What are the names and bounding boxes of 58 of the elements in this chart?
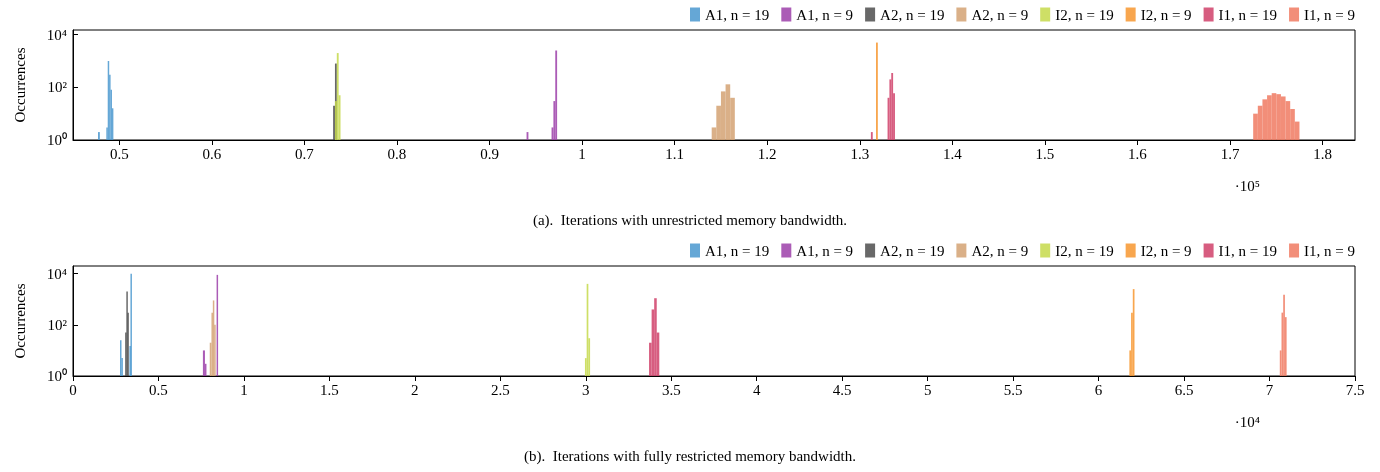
y-axis-title: Occurrences [11, 283, 28, 359]
x-tick-label: 1.7 [1220, 145, 1240, 162]
x-tick-label: 1.3 [850, 145, 870, 162]
legend-label: I2, n = 9 [1140, 6, 1192, 23]
legend-label: A2, n = 9 [971, 6, 1029, 23]
y-tick-label: 10² [47, 316, 68, 333]
y-tick-label: 10⁰ [47, 368, 67, 384]
x-tick-label: 3.5 [661, 381, 681, 398]
x-tick-label: 1.5 [320, 381, 339, 398]
x-tick-label: 0.8 [387, 145, 407, 162]
legend-label: I1, n = 9 [1304, 242, 1356, 259]
legend-label: A2, n = 9 [971, 242, 1029, 259]
legend-label: A2, n = 19 [880, 242, 945, 259]
x-tick-label: 4 [752, 381, 761, 398]
x-tick-label: 5.5 [1003, 381, 1023, 398]
legend-label: A1, n = 19 [705, 6, 770, 23]
x-tick-label: 6.5 [1174, 381, 1194, 398]
legend-label: I2, n = 19 [1055, 6, 1114, 23]
x-tick-label: 0.5 [109, 145, 129, 162]
legend-label: A2, n = 19 [880, 6, 945, 23]
text: ·10⁴ [1234, 413, 1261, 430]
legend-label: A1, n = 9 [796, 242, 854, 259]
x-tick-label: 1 [578, 145, 586, 162]
y-axis-title: Occurrences [11, 47, 28, 123]
x-tick-label: 7.5 [1345, 381, 1365, 398]
x-tick-label: 0 [69, 381, 77, 398]
legend-label: I2, n = 9 [1140, 242, 1192, 259]
x-tick-label: 0.7 [295, 145, 315, 162]
x-tick-label: 7 [1265, 381, 1274, 398]
legend-label: I1, n = 19 [1218, 242, 1278, 259]
x-tick-label: 0.9 [480, 145, 499, 162]
text: (b). Iterations with fully restricted memory bandwidth. [524, 447, 856, 465]
legend-label: A1, n = 9 [796, 6, 854, 23]
x-tick-label: 2 [411, 381, 419, 398]
text: ·10⁵ [1234, 177, 1261, 194]
y-tick-label: 10⁰ [47, 132, 67, 148]
legend-label: A1, n = 19 [705, 242, 770, 259]
x-tick-label: 4.5 [832, 381, 852, 398]
y-tick-label: 10² [47, 79, 68, 96]
x-tick-label: 3 [582, 381, 590, 398]
y-tick-label: 10⁴ [46, 26, 67, 43]
x-tick-label: 6 [1094, 381, 1103, 398]
x-tick-label: 0.6 [202, 145, 222, 162]
x-tick-label: 5 [923, 381, 932, 398]
x-tick-label: 1.5 [1035, 145, 1055, 162]
legend-label: I2, n = 19 [1055, 242, 1114, 259]
y-tick-label: 10⁴ [46, 265, 67, 282]
text: (a). Iterations with unrestricted memory bandwidth. [532, 211, 848, 229]
x-tick-label: 1.6 [1128, 145, 1148, 162]
x-tick-label: 1.2 [757, 145, 777, 162]
x-tick-label: 1.4 [942, 145, 963, 162]
x-tick-label: 0.5 [149, 381, 168, 398]
x-tick-label: 1.8 [1313, 145, 1332, 162]
x-tick-label: 1.1 [665, 145, 685, 162]
legend-label: I1, n = 19 [1218, 6, 1278, 23]
legend-label: I1, n = 9 [1304, 6, 1356, 23]
x-tick-label: 1 [240, 381, 248, 398]
x-tick-label: 2.5 [490, 381, 510, 398]
